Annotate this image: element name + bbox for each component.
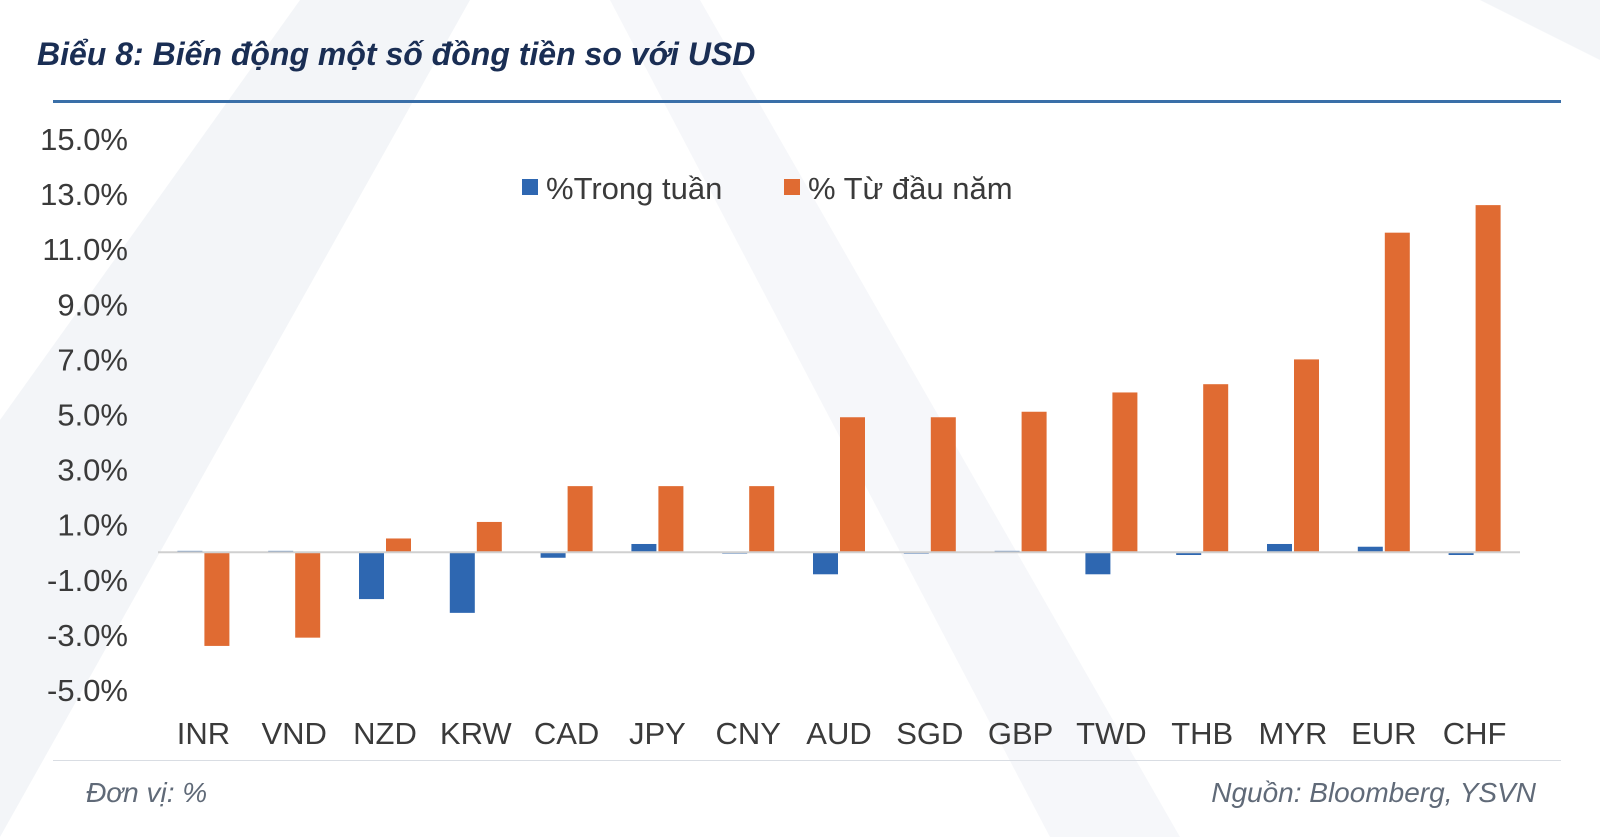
y-tick-label: 7.0% — [57, 342, 128, 377]
legend-label-week: %Trong tuần — [546, 171, 722, 206]
y-tick-label: 5.0% — [57, 398, 128, 433]
bar-week-aud — [813, 552, 838, 575]
bar-week-eur — [1357, 546, 1383, 553]
bar-week-twd — [1085, 552, 1111, 575]
bar-ytd-gbp — [1021, 411, 1047, 553]
x-tick-label: EUR — [1351, 716, 1416, 751]
x-tick-label: INR — [177, 716, 230, 751]
x-tick-label: TWD — [1076, 716, 1147, 751]
x-tick-label: MYR — [1259, 716, 1328, 751]
bar-ytd-jpy — [658, 486, 684, 553]
x-tick-label: CNY — [715, 716, 780, 751]
x-tick-label: AUD — [806, 716, 871, 751]
bar-ytd-aud — [840, 417, 865, 553]
bar-week-krw — [449, 552, 475, 613]
bar-week-thb — [1176, 552, 1202, 556]
chart-title: Biểu 8: Biến động một số đồng tiền so vớ… — [37, 36, 756, 72]
legend-swatch-ytd — [784, 179, 800, 195]
x-axis: INR VND NZD KRW CAD JPY CNY AUD SGD GBP TWD THB MYR E… — [177, 716, 1507, 751]
bar-ytd-eur — [1384, 232, 1410, 553]
x-tick-label: CAD — [534, 716, 599, 751]
bar-ytd-chf — [1475, 205, 1501, 553]
x-tick-label: GBP — [988, 716, 1053, 751]
bar-ytd-thb — [1203, 384, 1229, 553]
bar-week-myr — [1267, 543, 1292, 553]
x-tick-label: THB — [1171, 716, 1233, 751]
x-tick-label: CHF — [1443, 716, 1507, 751]
source-note: Nguồn: Bloomberg, YSVN — [1211, 777, 1536, 808]
bar-ytd-krw — [476, 521, 502, 553]
footer-divider — [53, 760, 1561, 761]
bar-week-nzd — [359, 552, 384, 600]
y-axis: 15.0% 13.0% 11.0% 9.0% 7.0% 5.0% 3.0% 1.0% -1.0%… — [40, 122, 128, 708]
x-tick-label: NZD — [353, 716, 417, 751]
bar-week-cad — [540, 552, 566, 558]
legend-swatch-week — [522, 179, 538, 195]
y-tick-label: -3.0% — [47, 618, 128, 653]
bar-ytd-cny — [749, 486, 775, 553]
x-tick-label: JPY — [629, 716, 686, 751]
bar-ytd-cad — [567, 486, 593, 553]
y-tick-label: 13.0% — [40, 177, 128, 212]
y-tick-label: 15.0% — [40, 122, 128, 157]
bar-ytd-twd — [1112, 392, 1138, 553]
bar-ytd-inr — [204, 552, 230, 646]
x-tick-label: KRW — [440, 716, 513, 751]
bar-ytd-sgd — [930, 417, 956, 553]
legend: %Trong tuần % Từ đầu năm — [522, 171, 1013, 206]
y-tick-label: 1.0% — [57, 508, 128, 543]
legend-label-ytd: % Từ đầu năm — [808, 171, 1013, 206]
bar-ytd-vnd — [295, 552, 321, 638]
y-tick-label: 11.0% — [42, 232, 128, 267]
bar-week-chf — [1448, 552, 1474, 556]
y-tick-label: 3.0% — [57, 453, 128, 488]
x-tick-label: VND — [261, 716, 326, 751]
bars — [177, 205, 1501, 646]
title-divider — [53, 100, 1561, 103]
bar-ytd-nzd — [386, 538, 411, 553]
y-tick-label: -5.0% — [47, 673, 128, 708]
x-tick-label: SGD — [896, 716, 963, 751]
y-tick-label: -1.0% — [47, 563, 128, 598]
bar-chart: 15.0% 13.0% 11.0% 9.0% 7.0% 5.0% 3.0% 1.0% -1.0%… — [40, 122, 1520, 751]
unit-note: Đơn vị: % — [86, 777, 208, 808]
bar-week-jpy — [631, 543, 657, 553]
bar-ytd-myr — [1294, 359, 1319, 553]
y-tick-label: 9.0% — [57, 287, 128, 322]
